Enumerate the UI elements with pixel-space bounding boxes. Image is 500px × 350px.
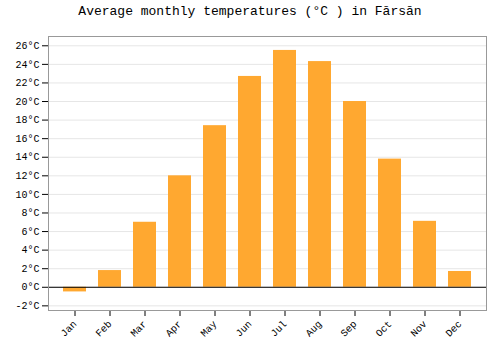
svg-text:4°C: 4°C (21, 245, 39, 256)
svg-text:8°C: 8°C (21, 208, 39, 219)
svg-text:Mar: Mar (129, 319, 150, 340)
svg-text:22°C: 22°C (15, 78, 39, 89)
svg-text:Jun: Jun (234, 319, 255, 340)
svg-text:18°C: 18°C (15, 115, 39, 126)
svg-text:Oct: Oct (374, 319, 395, 340)
svg-text:24°C: 24°C (15, 60, 39, 71)
svg-text:Sep: Sep (339, 319, 360, 340)
svg-text:Jan: Jan (59, 319, 80, 340)
svg-text:Dec: Dec (444, 319, 465, 340)
svg-text:Nov: Nov (409, 319, 430, 340)
svg-text:Apr: Apr (164, 319, 185, 340)
svg-text:Feb: Feb (94, 319, 115, 340)
svg-text:-2°C: -2°C (15, 301, 39, 312)
svg-text:20°C: 20°C (15, 97, 39, 108)
svg-text:10°C: 10°C (15, 190, 39, 201)
svg-text:Aug: Aug (304, 319, 325, 340)
html-text:Average monthly temperatures (: Average monthly temperatures (°C ) in Fā… (78, 4, 422, 19)
svg-text:12°C: 12°C (15, 171, 39, 182)
svg-text:May: May (199, 319, 220, 340)
svg-text:2°C: 2°C (21, 264, 39, 275)
svg-text:0°C: 0°C (21, 282, 39, 293)
svg-text:26°C: 26°C (15, 41, 39, 52)
svg-text:14°C: 14°C (15, 152, 39, 163)
svg-text:6°C: 6°C (21, 227, 39, 238)
svg-text:Jul: Jul (269, 319, 290, 340)
svg-text:16°C: 16°C (15, 134, 39, 145)
